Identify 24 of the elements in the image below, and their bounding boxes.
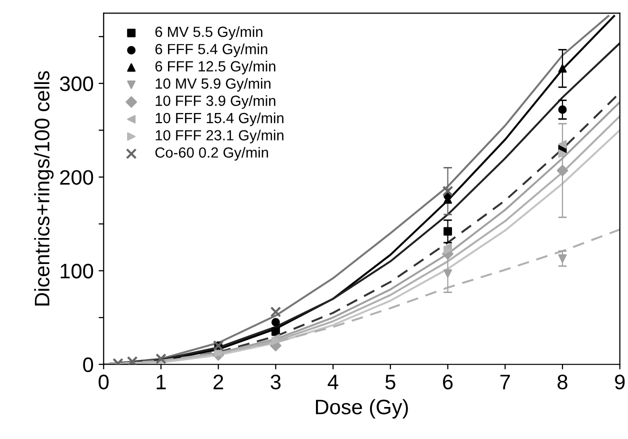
x-tick-label: 7 [500,374,510,390]
x-tick-label: 0 [98,374,109,390]
x-tick-label: 9 [615,374,625,390]
legend-label: 10 FFF 15.4 Gy/min [156,112,284,126]
x-tick-label: 3 [270,374,281,390]
y-tick-label: 300 [60,76,94,92]
x-tick-label: 6 [443,374,453,390]
legend-label: 6 MV 5.5 Gy/min [155,26,262,40]
legend-label: 6 FFF 5.4 Gy/min [155,44,268,58]
x-tick-label: 5 [385,374,396,390]
x-tick-label: 1 [156,374,166,390]
legend-label: 10 FFF 23.1 Gy/min [156,130,284,144]
x-tick-label: 4 [328,374,338,390]
legend-label: Co-60 0.2 Gy/min [155,146,268,161]
y-tick-label: 100 [60,264,94,278]
legend-label: 10 FFF 3.9 Gy/min [156,95,276,109]
y-axis-title: Dicentrics+rings/100 cells [34,71,54,306]
x-tick-label: 2 [214,374,224,390]
legend-label: 6 FFF 12.5 Gy/min [155,60,276,74]
x-axis-title: Dose (Gy) [316,399,408,418]
x-tick-label: 8 [558,374,568,390]
y-tick-label: 200 [60,170,94,185]
y-tick-label: 0 [83,357,94,372]
legend-label: 10 MV 5.9 Gy/min [156,78,270,92]
